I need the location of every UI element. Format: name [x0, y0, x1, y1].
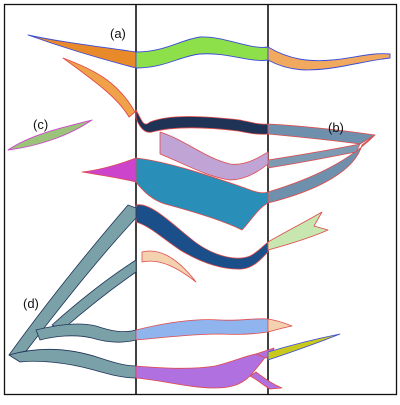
- label-d: (d): [23, 296, 39, 311]
- orange-hook-a: [62, 57, 136, 118]
- slate-mid-branch-b: [267, 143, 361, 169]
- light-blue-band-d: [135, 318, 269, 341]
- peach-tip-d: [267, 318, 293, 333]
- navy-arc: [135, 204, 329, 270]
- tree-inner-branch-d: [51, 259, 137, 331]
- lime-band-a: [135, 36, 269, 69]
- olive-spike-d: [267, 333, 341, 361]
- tree-upper-trunk-d: [8, 204, 137, 356]
- label-c: (c): [33, 117, 48, 132]
- outer-border: [3, 3, 398, 396]
- peach-band-a: [267, 46, 391, 71]
- teal-band-b: [135, 157, 269, 231]
- structure-c: [7, 119, 93, 151]
- purple-fork-bottom-d: [249, 371, 283, 390]
- magenta-wedge-b: [81, 157, 137, 183]
- structure-d: [8, 204, 341, 390]
- peach-hook-d: [141, 250, 197, 283]
- tree-lower-arm-d: [8, 348, 137, 379]
- label-b: (b): [328, 120, 344, 135]
- green-blade-c: [7, 119, 93, 151]
- structure-a: [27, 34, 391, 118]
- pale-green-fork: [267, 211, 329, 251]
- lavender-band-b: [159, 131, 269, 181]
- purple-band-d: [135, 353, 267, 389]
- structure-b: [81, 109, 376, 231]
- label-a: (a): [110, 26, 126, 41]
- slate-trunk-b: [267, 123, 376, 145]
- tree-upper-arm-d: [35, 323, 137, 343]
- navy-band-b: [135, 109, 269, 135]
